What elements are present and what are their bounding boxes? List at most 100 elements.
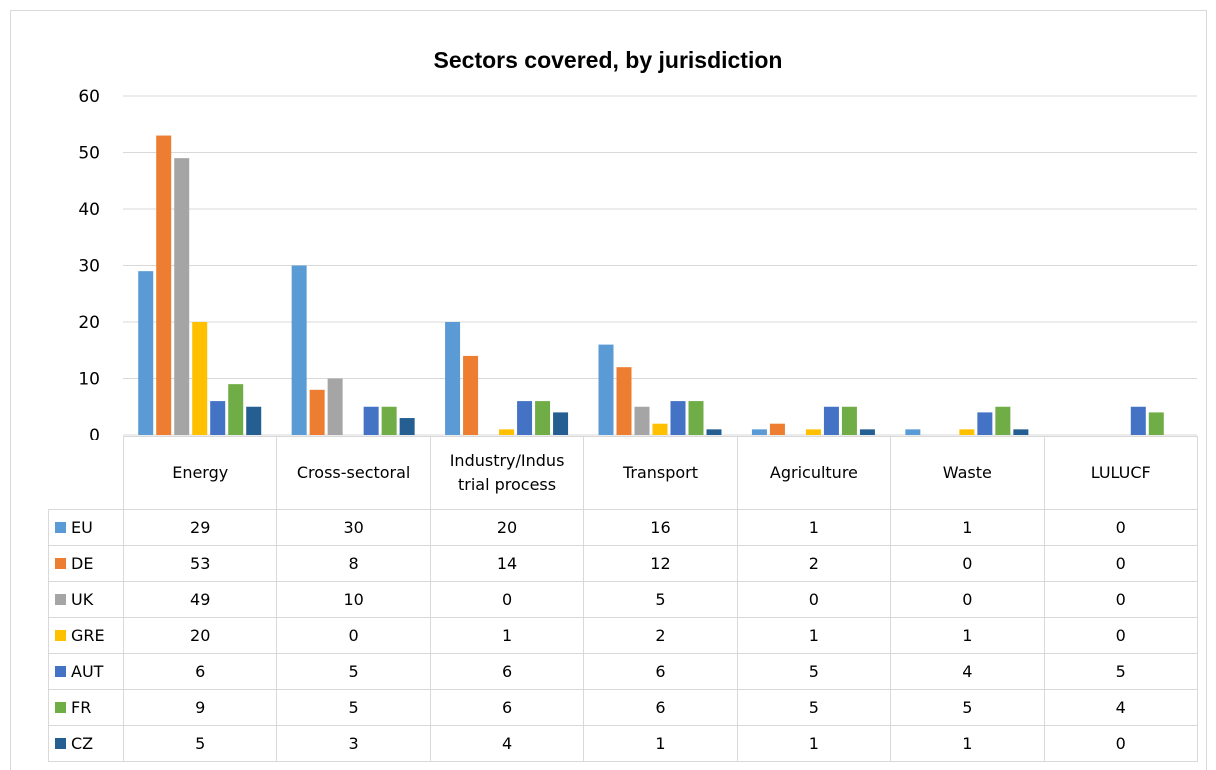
data-label: 5 — [276, 653, 431, 690]
bar-aut-5 — [977, 412, 993, 435]
data-label: 8 — [276, 545, 431, 582]
bar-aut-3 — [670, 401, 686, 435]
series-name: AUT — [71, 662, 104, 681]
series-legend-cell: UK — [48, 581, 124, 618]
y-tick-label: 60 — [78, 87, 100, 107]
data-label: 2 — [583, 617, 738, 654]
gridlines — [123, 95, 1197, 436]
series-name: UK — [71, 590, 94, 609]
data-label: 5 — [890, 689, 1045, 726]
bar-de-4 — [769, 423, 785, 435]
data-label: 4 — [429, 725, 585, 762]
category-header: Cross-sectoral — [276, 436, 431, 510]
bar-eu-0 — [138, 271, 154, 435]
bar-cz-4 — [859, 429, 875, 435]
bar-aut-0 — [210, 401, 226, 435]
category-label: Agriculture — [769, 463, 858, 482]
data-label: 49 — [122, 581, 278, 618]
chart-frame — [10, 10, 1207, 770]
data-label: 30 — [276, 509, 431, 546]
bar-eu-1 — [291, 265, 307, 435]
data-label: 3 — [276, 725, 431, 762]
data-label: 1 — [736, 617, 892, 654]
series-legend-cell: AUT — [48, 653, 124, 690]
data-label: 0 — [890, 581, 1045, 618]
data-label: 1 — [890, 509, 1045, 546]
category-label: Cross-sectoral — [296, 463, 411, 482]
y-tick-label: 50 — [78, 144, 100, 164]
data-label: 1 — [583, 725, 738, 762]
bar-uk-1 — [327, 378, 343, 435]
table-row: EU 29 30 20 16 1 1 0 — [48, 509, 1198, 546]
data-label: 1 — [429, 617, 585, 654]
y-tick-label: 0 — [89, 426, 100, 440]
data-label: 1 — [736, 509, 892, 546]
data-label: 5 — [276, 689, 431, 726]
data-label: 5 — [1043, 653, 1198, 690]
y-tick-label: 20 — [78, 313, 100, 333]
legend-swatch-icon — [55, 666, 66, 677]
table-corner-cell — [48, 436, 124, 510]
data-label: 1 — [736, 725, 892, 762]
bar-gre-0 — [192, 322, 208, 435]
data-label: 0 — [429, 581, 585, 618]
series-legend-cell: GRE — [48, 617, 124, 654]
bar-de-2 — [463, 355, 479, 435]
bar-fr-0 — [228, 384, 244, 435]
category-label: trial process — [457, 475, 557, 494]
legend-swatch-icon — [55, 738, 66, 749]
data-label: 0 — [1043, 617, 1198, 654]
table-row: CZ 5 3 4 1 1 1 0 — [48, 725, 1198, 762]
table-header-row: Energy Cross-sectoral Industry/Indus trial … — [48, 436, 1198, 510]
data-label: 0 — [276, 617, 431, 654]
bar-cz-0 — [246, 406, 262, 435]
data-label: 20 — [122, 617, 278, 654]
table-row: DE 53 8 14 12 2 0 0 — [48, 545, 1198, 582]
bar-fr-4 — [841, 406, 857, 435]
bar-de-1 — [309, 389, 325, 435]
category-header: Waste — [890, 436, 1045, 510]
data-label: 9 — [122, 689, 278, 726]
data-label: 20 — [429, 509, 585, 546]
category-label: LULUCF — [1090, 463, 1151, 482]
category-label: Energy — [172, 463, 229, 482]
bar-eu-2 — [445, 322, 461, 435]
data-label: 29 — [122, 509, 278, 546]
bar-gre-4 — [805, 429, 821, 435]
category-label: Transport — [622, 463, 699, 482]
bar-eu-5 — [905, 429, 921, 435]
legend-swatch-icon — [55, 558, 66, 569]
series-name: EU — [71, 518, 93, 537]
legend-swatch-icon — [55, 702, 66, 713]
data-label: 0 — [736, 581, 892, 618]
y-axis-ticks: 0 10 20 30 40 50 60 — [78, 87, 100, 440]
bar-fr-2 — [535, 401, 551, 435]
data-label: 10 — [276, 581, 431, 618]
table-row: FR 9 5 6 6 5 5 4 — [48, 689, 1198, 726]
data-label: 53 — [122, 545, 278, 582]
data-label: 4 — [890, 653, 1045, 690]
bar-aut-6 — [1130, 406, 1146, 435]
data-label: 0 — [1043, 725, 1198, 762]
data-label: 5 — [122, 725, 278, 762]
data-label: 5 — [736, 689, 892, 726]
table-row: UK 49 10 0 5 0 0 0 — [48, 581, 1198, 618]
bar-fr-5 — [995, 406, 1011, 435]
bar-gre-5 — [959, 429, 975, 435]
bar-cz-2 — [553, 412, 569, 435]
y-tick-label: 30 — [78, 257, 100, 277]
series-name: DE — [71, 554, 94, 573]
chart-plot: 0 10 20 30 40 50 60 — [78, 87, 1197, 440]
bar-de-0 — [156, 135, 172, 436]
category-label: Waste — [942, 463, 992, 482]
bar-fr-3 — [688, 401, 704, 435]
data-label: 5 — [736, 653, 892, 690]
series-legend-cell: DE — [48, 545, 124, 582]
bar-eu-4 — [751, 429, 767, 435]
series-legend-cell: FR — [48, 689, 124, 726]
data-label: 2 — [736, 545, 892, 582]
data-label: 4 — [1043, 689, 1198, 726]
data-label: 1 — [890, 617, 1045, 654]
bar-aut-4 — [823, 406, 839, 435]
series-legend-cell: EU — [48, 509, 124, 546]
